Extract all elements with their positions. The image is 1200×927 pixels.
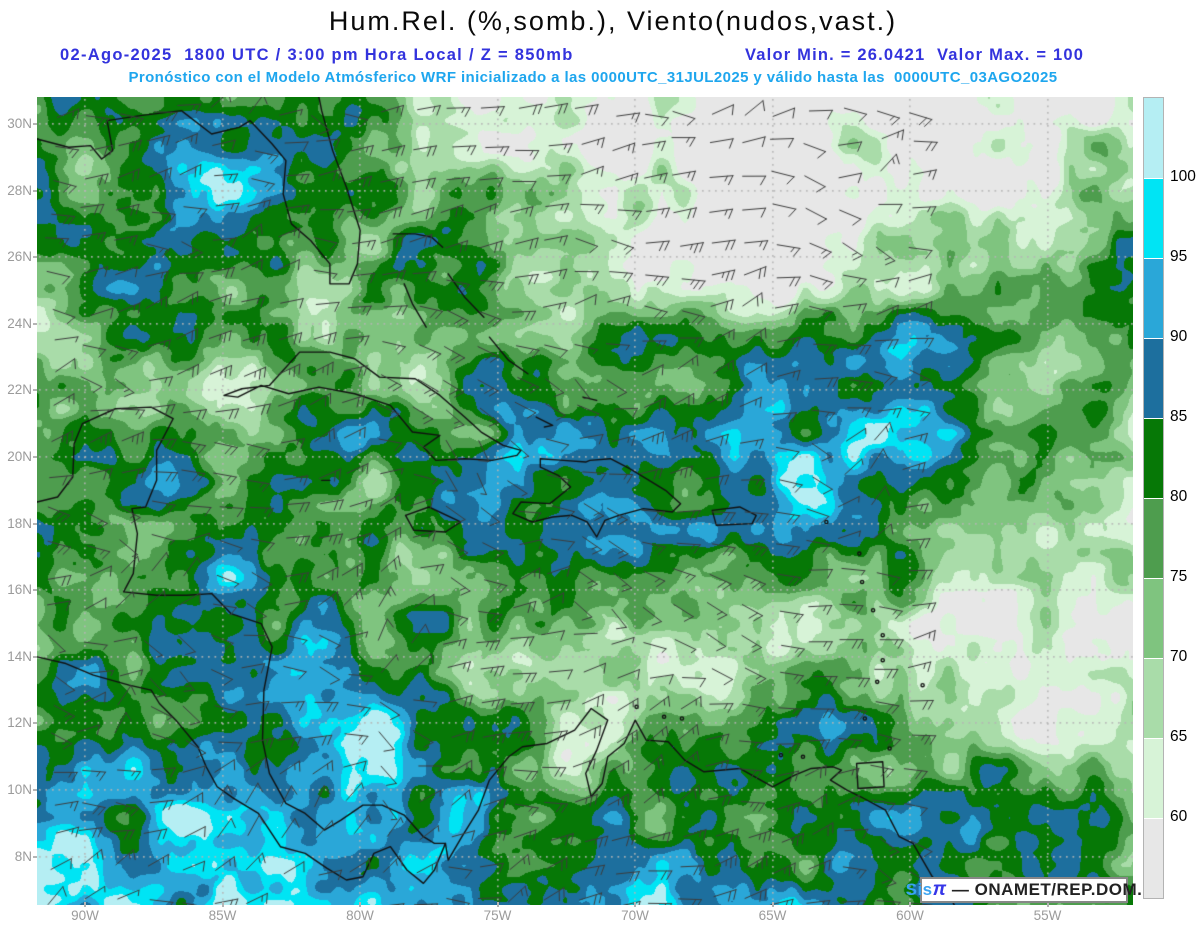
colorbar-segment	[1144, 578, 1163, 658]
lon-tick-mark	[496, 902, 499, 907]
lat-tick-mark	[33, 789, 37, 791]
colorbar-tick-label: 70	[1170, 648, 1188, 665]
lon-tick-mark	[634, 902, 636, 907]
lat-tick-label: 24N	[7, 315, 32, 331]
lat-tick-label: 8N	[14, 848, 32, 864]
colorbar-segment	[1144, 258, 1163, 338]
lat-tick-mark	[33, 189, 37, 192]
map-area	[37, 97, 1133, 905]
lon-tick-label: 60W	[896, 908, 924, 923]
lat-tick-mark	[33, 855, 37, 858]
lon-tick-label: 75W	[483, 908, 512, 923]
datetime-level-label: 02-Ago-2025 1800 UTC / 3:00 pm Hora Loca…	[60, 46, 574, 64]
lon-tick-mark	[1046, 902, 1049, 907]
humidity-wind-map-canvas	[37, 97, 1133, 905]
lon-tick-label: 90W	[71, 908, 99, 923]
lon-tick-mark	[359, 902, 361, 907]
lat-tick-label: 16N	[7, 582, 32, 598]
colorbar-tick-label: 65	[1170, 728, 1188, 745]
lon-tick-label: 55W	[1033, 908, 1062, 923]
watermark: Sis π — ONAMET/REP.DOM.	[906, 877, 1142, 903]
model-info-label: Pronóstico con el Modelo Atmósferico WRF…	[128, 69, 1058, 86]
colorbar-tick-label: 90	[1170, 328, 1188, 345]
colorbar-segment	[1144, 338, 1163, 418]
lat-tick-label: 26N	[7, 249, 32, 265]
lon-tick-mark	[84, 902, 86, 907]
colorbar-tick-label: 80	[1170, 488, 1188, 505]
colorbar-tick-label: 100	[1170, 168, 1196, 185]
lat-tick-label: 18N	[7, 515, 32, 531]
colorbar-segment	[1144, 178, 1163, 258]
colorbar-tick-label: 75	[1170, 568, 1188, 585]
lat-tick-mark	[33, 322, 37, 325]
lat-tick-label: 28N	[7, 182, 32, 198]
lon-tick-mark	[221, 902, 224, 907]
lat-tick-label: 10N	[7, 782, 32, 797]
colorbar-segment	[1144, 98, 1163, 178]
colorbar-segment	[1144, 498, 1163, 578]
lat-tick-mark	[33, 655, 37, 658]
lat-tick-label: 30N	[7, 116, 32, 131]
lat-tick-mark	[33, 389, 37, 392]
lon-tick-mark	[771, 902, 774, 907]
lon-tick-label: 65W	[758, 908, 787, 923]
watermark-sis: Sis	[905, 880, 933, 899]
lat-tick-label: 20N	[7, 449, 32, 464]
page-title: Hum.Rel. (%,somb.), Viento(nudos,vast.)	[328, 6, 898, 36]
lat-tick-mark	[33, 456, 37, 458]
lat-tick-mark	[33, 256, 37, 259]
lon-tick-mark	[909, 902, 911, 907]
lat-tick-mark	[33, 522, 37, 525]
colorbar-tick-label: 60	[1170, 808, 1188, 825]
colorbar-tick-label: 95	[1170, 248, 1188, 265]
watermark-pi-icon: π	[932, 879, 947, 900]
lon-tick-label: 70W	[621, 908, 649, 923]
lon-tick-label: 85W	[208, 908, 237, 923]
lat-tick-mark	[33, 722, 37, 725]
lon-tick-label: 80W	[346, 908, 374, 923]
humidity-colorbar	[1143, 97, 1164, 899]
colorbar-tick-label: 85	[1170, 408, 1188, 425]
colorbar-segment	[1144, 658, 1163, 738]
colorbar-segment	[1144, 738, 1163, 818]
lat-tick-label: 14N	[7, 648, 32, 664]
lat-tick-label: 12N	[7, 715, 32, 731]
watermark-org: — ONAMET/REP.DOM.	[946, 880, 1143, 899]
minmax-value-label: Valor Min. = 26.0421 Valor Max. = 100	[745, 46, 1085, 64]
lat-tick-label: 22N	[7, 382, 32, 398]
colorbar-segment	[1144, 818, 1163, 898]
lat-tick-mark	[33, 123, 37, 125]
colorbar-segment	[1144, 418, 1163, 498]
lat-tick-mark	[33, 589, 37, 592]
